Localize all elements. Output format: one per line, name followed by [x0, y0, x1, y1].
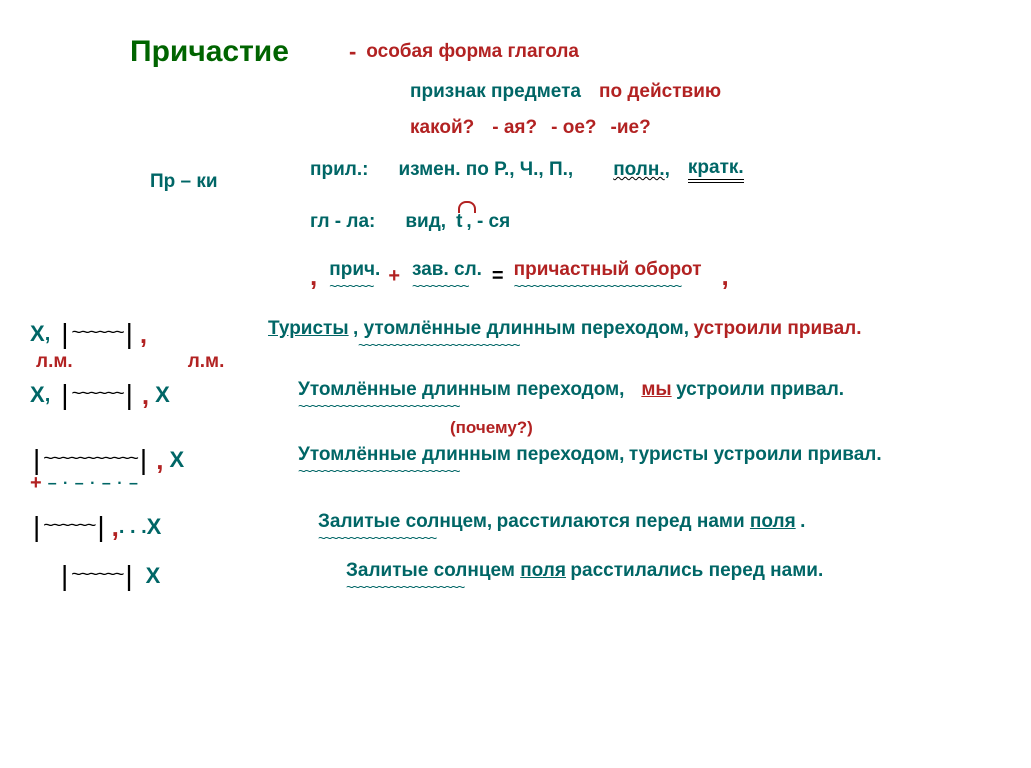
wavy-ex3: ~~~~~~~~~~~~~~~~~~~~~~~~~~ [298, 463, 1001, 479]
ex4-b: расстилаются перед нами [497, 511, 750, 532]
plus3: + [30, 472, 42, 495]
ex4-polya: поля [750, 511, 796, 532]
ex1-subject: Туристы [268, 318, 349, 339]
wavy-under-ob: ~~~~~~~~~~~~~~~~~~~~~~~~~~~ [514, 278, 702, 294]
x3: Х [169, 447, 184, 473]
bar3b: | [140, 444, 147, 476]
c2b: , [142, 380, 149, 411]
wavy-ex4: ~~~~~~~~~~~~~~~~~~~ [318, 530, 1001, 546]
ex5-polya: поля [520, 560, 566, 581]
po-deistviyu: по действию [599, 81, 721, 103]
lm1: л.м. [36, 351, 73, 373]
pril-text: измен. по Р., Ч., П., [398, 159, 573, 181]
t: t [456, 211, 462, 232]
ex3-a: Утомлённые длинным переходом, [298, 444, 624, 465]
wavy4: ~~~~~~ [43, 515, 94, 536]
prki: Пр – ки [150, 171, 218, 193]
x1: Х [30, 321, 45, 347]
ex2-c: устроили привал. [676, 379, 844, 400]
ex2-a: Утомлённые длинным переходом, [298, 379, 624, 400]
lm2: л.м. [188, 351, 225, 373]
ex1-mid: , утомлённые длинным переходом, [353, 318, 689, 339]
bar4a: | [33, 511, 40, 543]
poln: полн. [613, 159, 664, 181]
dashdot: – · – · – · – [48, 475, 139, 493]
definition: особая форма глагола [366, 41, 579, 63]
vid: вид, [405, 211, 446, 233]
c4: , [112, 512, 119, 543]
bar2b: | [126, 379, 133, 411]
wavy-ex2: ~~~~~~~~~~~~~~~~~~~~~~~~~~ [298, 398, 1001, 414]
wavy-under-zav: ~~~~~~~~~ [412, 278, 482, 294]
pochemu: (почему?) [450, 418, 533, 438]
ending-2: - ое? [551, 117, 596, 139]
pril-label: прил.: [310, 159, 368, 181]
gl-label: гл - ла: [310, 211, 375, 233]
x2b: Х [155, 382, 170, 408]
bar1b: | [126, 318, 133, 350]
c1b: , [140, 319, 147, 350]
plus: + [388, 265, 400, 288]
bar5b: | [125, 560, 132, 592]
kakoi: какой? [410, 117, 474, 139]
poln-comma: , [665, 159, 670, 181]
wavy-ex1: ~~~~~~~~~~~~~~~~~~~~~~~~~~ [358, 337, 1001, 353]
ex1-end: устроили привал. [693, 318, 861, 339]
ex5-c: расстилались перед нами. [570, 560, 823, 581]
x5: Х [146, 563, 161, 589]
comma-close: , [722, 261, 729, 292]
wavy5: ~~~~~~ [71, 564, 122, 585]
ex5-a: Залитые солнцем [346, 560, 520, 581]
c1a: , [45, 323, 51, 346]
dots4: . . . [119, 516, 147, 539]
kratk: кратк. [688, 157, 744, 183]
ex4-dot: . [800, 511, 805, 532]
bar1a: | [61, 318, 68, 350]
comma-open: , [310, 261, 317, 292]
wavy-ex5: ~~~~~~~~~~~~~~~~~~~ [346, 579, 1001, 595]
x2a: Х [30, 382, 45, 408]
bar5a: | [61, 560, 68, 592]
title: Причастие [130, 35, 289, 69]
priznak: признак предмета [410, 81, 581, 103]
x4: Х [147, 514, 162, 540]
c2a: , [45, 384, 51, 407]
dash: - [349, 39, 356, 65]
equals: = [492, 265, 504, 288]
ex3-b: туристы устроили привал. [629, 444, 882, 465]
bar2a: | [61, 379, 68, 411]
wavy3: ~~~~~~~~~~~ [43, 448, 137, 469]
sya: , - ся [466, 211, 510, 233]
bar4b: | [97, 511, 104, 543]
ending-3: -ие? [611, 117, 651, 139]
wavy2: ~~~~~~ [72, 383, 123, 404]
ex4-a: Залитые солнцем, [318, 511, 492, 532]
wavy-under-prich: ~~~~~~~ [329, 278, 380, 294]
c3: , [156, 445, 163, 476]
wavy1: ~~~~~~ [72, 322, 123, 343]
ex2-my: мы [641, 379, 671, 400]
ending-1: - ая? [492, 117, 537, 139]
